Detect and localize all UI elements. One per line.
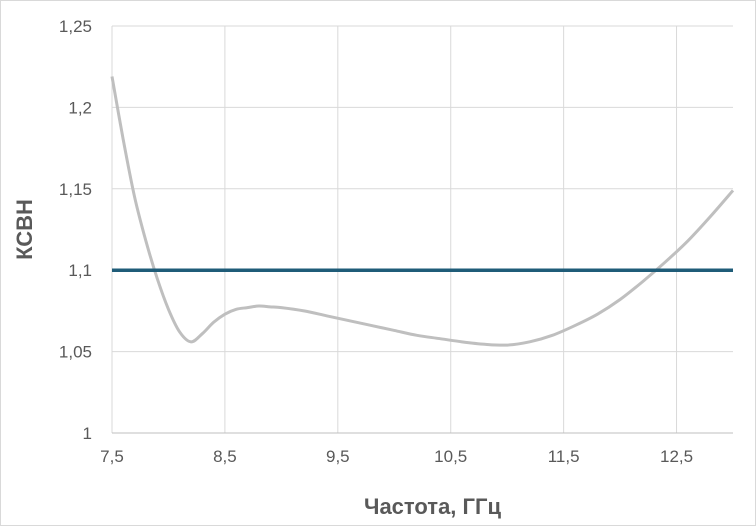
x-tick-label: 9,5	[326, 447, 350, 466]
x-tick-label: 8,5	[213, 447, 237, 466]
y-tick-label: 1,1	[68, 261, 92, 280]
y-tick-label: 1,2	[68, 98, 92, 117]
tick-layer: 1 1,05 1,1 1,15 1,2 1,25 7,5 8,5 9,5 10,5 11,5 12,5	[59, 17, 693, 466]
y-tick-label: 1,05	[59, 343, 92, 362]
y-axis-title: КСВН	[12, 199, 37, 260]
x-tick-label: 7,5	[100, 447, 124, 466]
grid-layer	[111, 25, 733, 434]
series-layer	[110, 76, 735, 347]
x-tick-label: 10,5	[434, 447, 467, 466]
y-tick-label: 1,25	[59, 17, 92, 36]
y-tick-label: 1,15	[59, 180, 92, 199]
vswr-curve	[110, 76, 735, 347]
x-tick-label: 12,5	[660, 447, 693, 466]
x-tick-label: 11,5	[548, 447, 580, 466]
y-tick-label: 1	[83, 424, 92, 443]
x-axis-title: Частота, ГГц	[364, 494, 501, 519]
